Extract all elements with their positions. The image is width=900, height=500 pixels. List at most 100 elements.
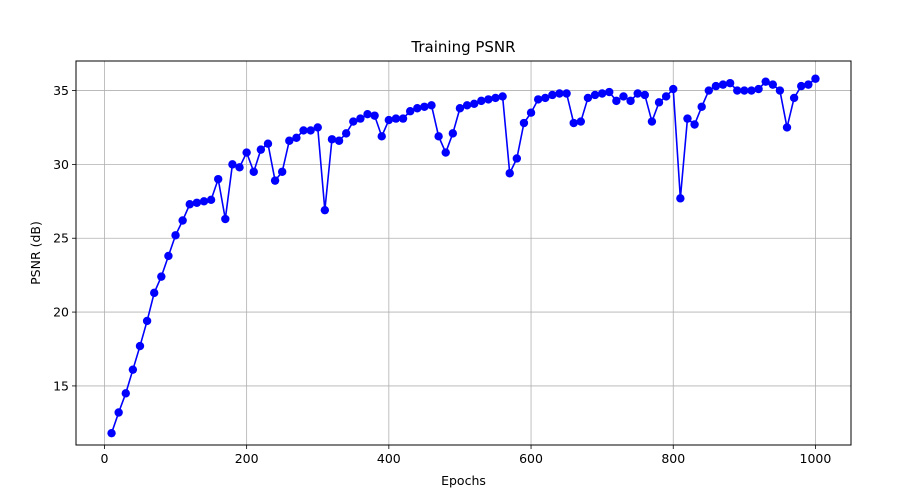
data-point bbox=[583, 93, 593, 103]
data-point bbox=[455, 104, 465, 113]
data-point bbox=[683, 114, 692, 123]
data-point bbox=[413, 104, 422, 113]
data-point bbox=[711, 81, 721, 91]
y-tick-label: 15 bbox=[53, 378, 69, 393]
data-point bbox=[214, 174, 223, 184]
data-point bbox=[626, 96, 635, 106]
x-axis-ticks: 0 200 400 600 800 1000 bbox=[100, 445, 831, 466]
data-point bbox=[605, 87, 614, 97]
y-tick-label: 20 bbox=[53, 305, 69, 320]
grid-lines bbox=[76, 61, 851, 445]
data-point bbox=[569, 118, 578, 128]
data-point bbox=[334, 136, 344, 145]
data-point bbox=[242, 148, 251, 157]
data-point bbox=[505, 169, 514, 178]
data-point bbox=[562, 89, 571, 98]
x-tick-label: 600 bbox=[519, 451, 543, 466]
data-point bbox=[306, 126, 315, 135]
data-point bbox=[477, 96, 486, 106]
data-point bbox=[697, 102, 706, 111]
data-point bbox=[491, 93, 500, 103]
data-point bbox=[733, 86, 742, 95]
data-point bbox=[277, 167, 287, 176]
chart-title: Training PSNR bbox=[410, 38, 515, 56]
data-point bbox=[206, 195, 216, 205]
data-point bbox=[349, 117, 358, 126]
data-point bbox=[285, 136, 294, 145]
data-point bbox=[420, 102, 429, 111]
series-psnr bbox=[107, 74, 820, 438]
data-point bbox=[782, 123, 792, 132]
data-point bbox=[185, 200, 194, 209]
data-point bbox=[150, 288, 159, 298]
data-point bbox=[462, 101, 472, 110]
data-point bbox=[526, 108, 536, 117]
data-point bbox=[669, 84, 678, 94]
data-point bbox=[107, 428, 116, 438]
x-tick-label: 1000 bbox=[800, 451, 832, 466]
data-point bbox=[740, 86, 749, 95]
data-point bbox=[804, 80, 813, 89]
plot-frame bbox=[75, 60, 852, 446]
y-tick-label: 25 bbox=[53, 231, 69, 246]
data-point bbox=[270, 176, 280, 185]
data-point bbox=[555, 89, 564, 98]
data-point bbox=[718, 80, 728, 89]
data-point bbox=[256, 145, 266, 154]
x-tick-label: 200 bbox=[235, 451, 259, 466]
data-point bbox=[441, 148, 450, 157]
data-point bbox=[754, 84, 763, 94]
data-point bbox=[135, 341, 145, 351]
data-point bbox=[434, 132, 443, 141]
y-axis-ticks: 15 20 25 30 35 bbox=[53, 83, 76, 393]
data-point bbox=[128, 365, 138, 374]
data-point bbox=[484, 95, 493, 104]
y-tick-label: 30 bbox=[53, 157, 69, 172]
data-point bbox=[142, 316, 152, 326]
data-point bbox=[661, 92, 671, 101]
data-point bbox=[768, 80, 777, 89]
x-tick-label: 400 bbox=[377, 451, 401, 466]
x-tick-label: 0 bbox=[100, 451, 108, 466]
data-point bbox=[164, 251, 173, 261]
data-point bbox=[640, 90, 650, 100]
data-point bbox=[676, 194, 685, 203]
data-point bbox=[263, 139, 273, 148]
data-point bbox=[327, 135, 337, 144]
y-tick-label: 35 bbox=[53, 83, 69, 98]
data-point bbox=[320, 205, 330, 215]
data-point bbox=[775, 86, 785, 95]
data-point bbox=[391, 114, 401, 123]
data-point bbox=[498, 92, 507, 101]
data-point bbox=[704, 86, 713, 95]
data-point bbox=[235, 163, 244, 172]
data-point bbox=[356, 114, 365, 123]
data-point bbox=[313, 123, 322, 132]
data-point bbox=[427, 101, 436, 110]
data-point bbox=[512, 154, 522, 163]
data-point bbox=[370, 111, 379, 120]
data-point bbox=[789, 93, 799, 103]
data-point bbox=[612, 96, 621, 106]
data-point bbox=[469, 99, 479, 109]
data-point bbox=[171, 231, 180, 240]
data-point bbox=[398, 114, 408, 123]
data-point bbox=[619, 92, 628, 101]
data-point bbox=[192, 198, 202, 207]
data-point bbox=[533, 95, 543, 104]
data-point bbox=[377, 132, 386, 141]
data-point bbox=[363, 109, 372, 119]
data-point bbox=[797, 81, 806, 91]
data-point bbox=[647, 117, 657, 126]
data-point bbox=[654, 98, 664, 107]
data-point bbox=[541, 93, 550, 103]
data-point bbox=[448, 129, 458, 138]
data-point bbox=[548, 90, 557, 100]
data-point bbox=[292, 133, 301, 142]
data-point bbox=[157, 272, 166, 281]
data-point bbox=[299, 126, 308, 135]
data-point bbox=[690, 120, 699, 129]
data-point bbox=[725, 78, 735, 88]
data-point bbox=[590, 90, 600, 100]
